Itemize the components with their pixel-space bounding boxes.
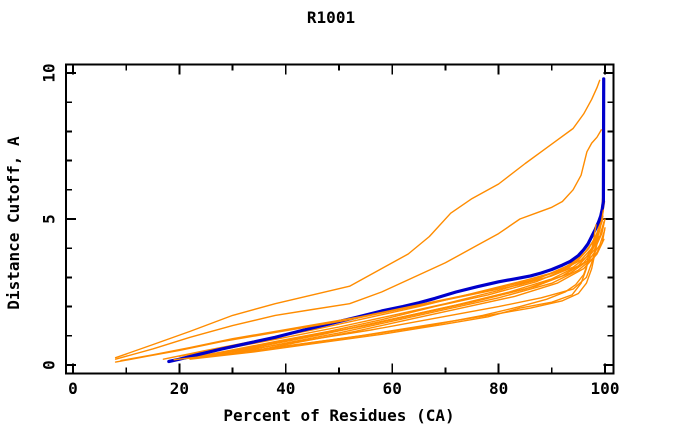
x-tick-label: 20 xyxy=(169,379,190,398)
x-tick-label: 0 xyxy=(68,379,78,398)
y-tick-label: 0 xyxy=(39,360,59,370)
x-axis-title: Percent of Residues (CA) xyxy=(223,406,455,425)
y-tick-label: 10 xyxy=(39,63,59,83)
y-tick-label: 5 xyxy=(39,214,59,224)
curve-model-11 xyxy=(178,174,605,360)
x-tick-label: 60 xyxy=(382,379,402,398)
curve-model-8 xyxy=(215,229,606,356)
chart-title: R1001 xyxy=(306,8,356,27)
curve-model-9 xyxy=(231,227,606,354)
curve-model-5 xyxy=(178,218,604,357)
curve-model-4 xyxy=(173,200,606,362)
y-axis-title: Distance Cutoff, A xyxy=(3,136,23,310)
curve-model-1 xyxy=(114,79,601,359)
curve-model-16 xyxy=(120,215,604,362)
curve-model-14 xyxy=(173,224,597,361)
curve-model-6 xyxy=(189,221,605,359)
curve-model-2 xyxy=(114,129,602,360)
x-tick-label: 80 xyxy=(488,379,509,398)
x-tick-label: 100 xyxy=(590,379,620,398)
x-tick-label: 40 xyxy=(276,379,296,398)
curve-model-13 xyxy=(189,250,590,360)
